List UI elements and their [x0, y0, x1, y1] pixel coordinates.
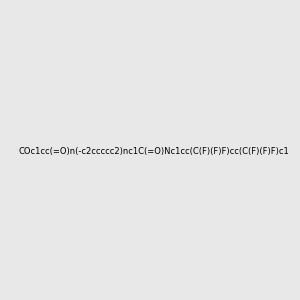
- Text: COc1cc(=O)n(-c2ccccc2)nc1C(=O)Nc1cc(C(F)(F)F)cc(C(F)(F)F)c1: COc1cc(=O)n(-c2ccccc2)nc1C(=O)Nc1cc(C(F)…: [18, 147, 289, 156]
